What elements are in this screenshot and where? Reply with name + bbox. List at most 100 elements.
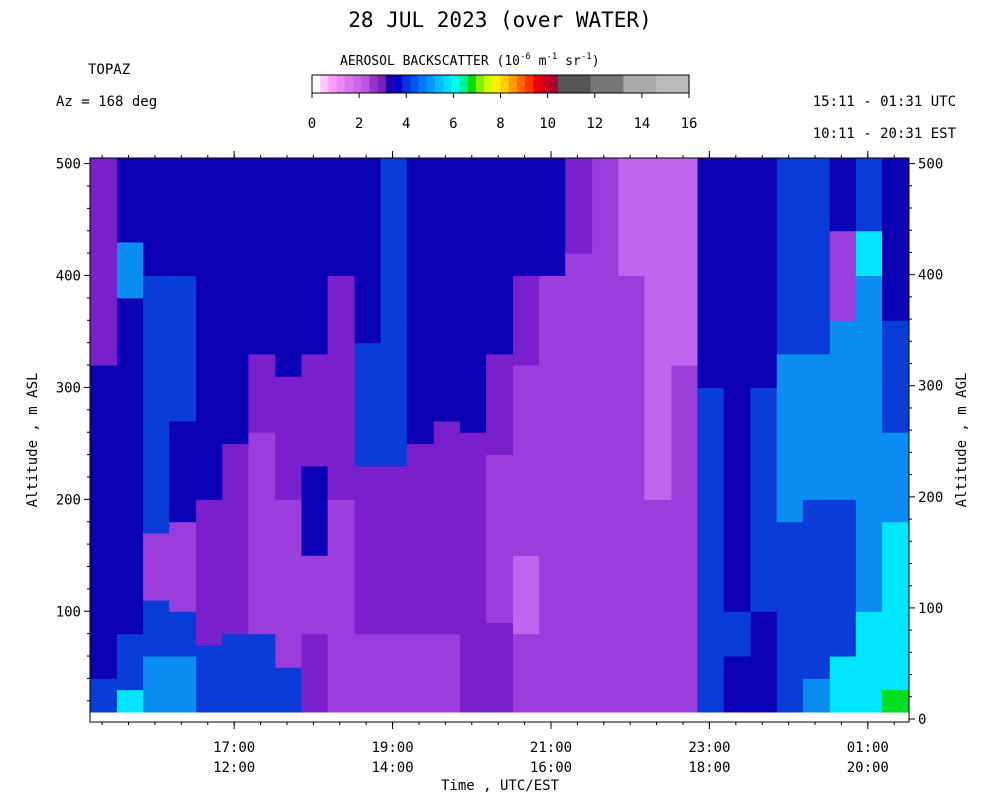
heatmap-cell — [829, 320, 857, 500]
colorbar-swatch — [615, 75, 625, 93]
heatmap-cell — [565, 633, 593, 713]
colorbar-swatch — [385, 75, 395, 93]
heatmap-cell — [882, 521, 910, 691]
heatmap-cell — [169, 421, 197, 523]
heatmap-cell — [116, 689, 144, 713]
x-tick-label-utc: 23:00 — [688, 740, 730, 756]
colorbar-swatch — [459, 75, 469, 93]
colorbar-swatch — [328, 75, 338, 93]
x-axis-label: Time , UTC/EST — [440, 778, 559, 794]
heatmap-cell — [855, 611, 883, 713]
colorbar-swatch — [648, 75, 657, 93]
heatmap-cell — [116, 499, 144, 635]
colorbar-swatch — [410, 75, 420, 93]
heatmap-cell — [196, 499, 223, 646]
heatmap-cell — [143, 656, 170, 713]
colorbar-swatch — [369, 75, 379, 93]
heatmap-cell — [169, 521, 197, 612]
heatmap-cell — [301, 158, 329, 355]
y-left-tick-label: 400 — [56, 269, 81, 285]
colorbar-swatch — [418, 75, 428, 93]
colorbar-swatch — [484, 75, 493, 93]
heatmap-cell — [90, 365, 118, 467]
heatmap-cell — [697, 611, 725, 713]
colorbar-title: AEROSOL BACKSCATTER (10-6 m-1 sr-1) — [340, 52, 600, 69]
heatmap-cell — [196, 158, 223, 355]
y-right-tick-label: 200 — [918, 490, 943, 506]
heatmap-cell — [855, 443, 883, 612]
heatmap-cell — [433, 158, 461, 422]
heatmap-cell — [301, 555, 329, 635]
heatmap-cell — [512, 365, 540, 556]
heatmap-cell — [882, 432, 910, 523]
heatmap-cell — [802, 499, 831, 679]
heatmap-cell — [248, 432, 276, 635]
heatmap-cell — [222, 443, 249, 635]
heatmap-cell — [301, 353, 329, 467]
heatmap-cell — [275, 667, 302, 713]
heatmap-cell — [723, 158, 752, 277]
colorbar-tick-label: 0 — [308, 116, 316, 132]
heatmap-cell — [855, 230, 883, 277]
heatmap-cell — [354, 342, 382, 467]
colorbar-swatch — [402, 75, 411, 93]
heatmap-cell — [671, 365, 699, 500]
heatmap-cell — [618, 275, 645, 500]
heatmap-cell — [697, 320, 725, 388]
heatmap-cell — [723, 656, 752, 713]
heatmap-cell — [539, 633, 566, 713]
heatmap-cell — [671, 633, 699, 713]
heatmap-cell — [433, 421, 461, 635]
heatmap-cell — [301, 633, 329, 713]
x-tick-label-est: 20:00 — [847, 760, 889, 776]
heatmap-cell — [380, 342, 408, 467]
colorbar-swatch — [607, 75, 616, 93]
colorbar-swatch — [500, 75, 510, 93]
heatmap-cell — [169, 275, 197, 422]
heatmap-cell — [697, 158, 725, 321]
heatmap-cell — [671, 158, 699, 366]
heatmap-cell — [565, 253, 593, 388]
colorbar-swatch — [312, 75, 321, 93]
heatmap-cell — [512, 555, 540, 635]
colorbar-swatch — [582, 75, 592, 93]
utc-range-label: 15:11 - 01:31 UTC — [812, 94, 956, 110]
heatmap-cell — [275, 158, 302, 377]
heatmap-cell — [644, 158, 672, 366]
heatmap-cell — [406, 158, 435, 321]
x-tick-label-utc: 21:00 — [530, 740, 572, 756]
heatmap-cell — [750, 387, 778, 612]
heatmap-cell — [406, 443, 435, 635]
heatmap-cell — [671, 499, 699, 635]
colorbar-swatch — [393, 75, 403, 93]
heatmap-cell — [406, 633, 435, 713]
x-tick-label-est: 12:00 — [213, 760, 255, 776]
heatmap-cell — [275, 499, 302, 668]
heatmap-cell — [644, 499, 672, 635]
colorbar-swatch — [516, 75, 526, 93]
colorbar-swatch — [525, 75, 534, 93]
heatmap-cell — [882, 320, 910, 433]
colorbar-swatch — [590, 75, 600, 93]
heatmap-cell — [143, 158, 170, 277]
heatmap-cell — [143, 387, 170, 534]
y-right-tick-label: 100 — [918, 601, 943, 617]
colorbar-swatch — [549, 75, 559, 93]
heatmap-cell — [90, 678, 118, 713]
heatmap-cell — [301, 465, 329, 556]
colorbar-tick-label: 4 — [402, 116, 410, 132]
heatmap-cell — [90, 465, 118, 601]
heatmap-cell — [169, 656, 197, 713]
colorbar-tick-label: 12 — [586, 116, 603, 132]
chart-title: 28 JUL 2023 (over WATER) — [348, 8, 652, 32]
colorbar-swatch — [533, 75, 543, 93]
heatmap-cell — [829, 230, 857, 321]
heatmap-cell — [380, 633, 408, 713]
x-tick-label-utc: 19:00 — [371, 740, 413, 756]
heatmap-cell — [143, 600, 170, 657]
colorbar-tick-label: 14 — [633, 116, 650, 132]
heatmap-cell — [116, 241, 144, 299]
heatmap-cell — [169, 158, 197, 277]
heatmap-cell — [275, 376, 302, 500]
